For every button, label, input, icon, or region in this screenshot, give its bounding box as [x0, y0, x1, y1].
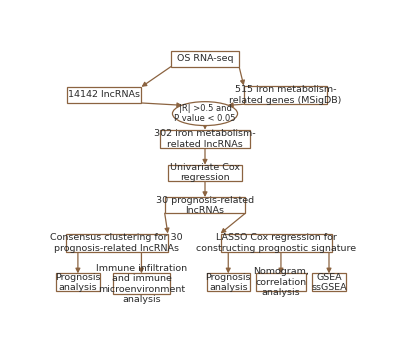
Text: Nomogram,
correlation
analysis: Nomogram, correlation analysis [253, 267, 309, 297]
Text: OS RNA-seq: OS RNA-seq [177, 54, 233, 63]
Text: 30 prognosis-related
lncRNAs: 30 prognosis-related lncRNAs [156, 195, 254, 215]
Ellipse shape [172, 102, 238, 126]
Text: Prognosis
analysis: Prognosis analysis [55, 273, 101, 292]
FancyBboxPatch shape [113, 273, 170, 294]
FancyBboxPatch shape [171, 51, 239, 67]
FancyBboxPatch shape [244, 86, 328, 104]
Text: 302 iron metabolism-
related lncRNAs: 302 iron metabolism- related lncRNAs [154, 129, 256, 149]
FancyBboxPatch shape [66, 234, 168, 252]
Text: |R| >0.5 and
P value < 0.05: |R| >0.5 and P value < 0.05 [174, 104, 236, 123]
Text: LASSO Cox regression for
constructing prognostic signature: LASSO Cox regression for constructing pr… [196, 233, 356, 252]
Text: Consensus clustering for 30
prognosis-related lncRNAs: Consensus clustering for 30 prognosis-re… [50, 233, 183, 252]
FancyBboxPatch shape [312, 273, 346, 291]
Text: 14142 lncRNAs: 14142 lncRNAs [68, 90, 140, 99]
FancyBboxPatch shape [160, 130, 250, 148]
Text: Prognosis
analysis: Prognosis analysis [206, 273, 251, 292]
FancyBboxPatch shape [56, 273, 100, 291]
Text: Univariate Cox
regression: Univariate Cox regression [170, 163, 240, 182]
Text: Immune infiltration
and immune
microenvironment
analysis: Immune infiltration and immune microenvi… [96, 264, 187, 304]
Text: 515 iron metabolism-
related genes (MSigDB): 515 iron metabolism- related genes (MSig… [230, 85, 342, 104]
FancyBboxPatch shape [67, 87, 142, 103]
FancyBboxPatch shape [206, 273, 250, 291]
FancyBboxPatch shape [256, 273, 306, 291]
FancyBboxPatch shape [168, 165, 242, 181]
Text: GSEA
ssGSEA: GSEA ssGSEA [311, 273, 347, 292]
FancyBboxPatch shape [220, 234, 332, 252]
FancyBboxPatch shape [165, 197, 245, 213]
